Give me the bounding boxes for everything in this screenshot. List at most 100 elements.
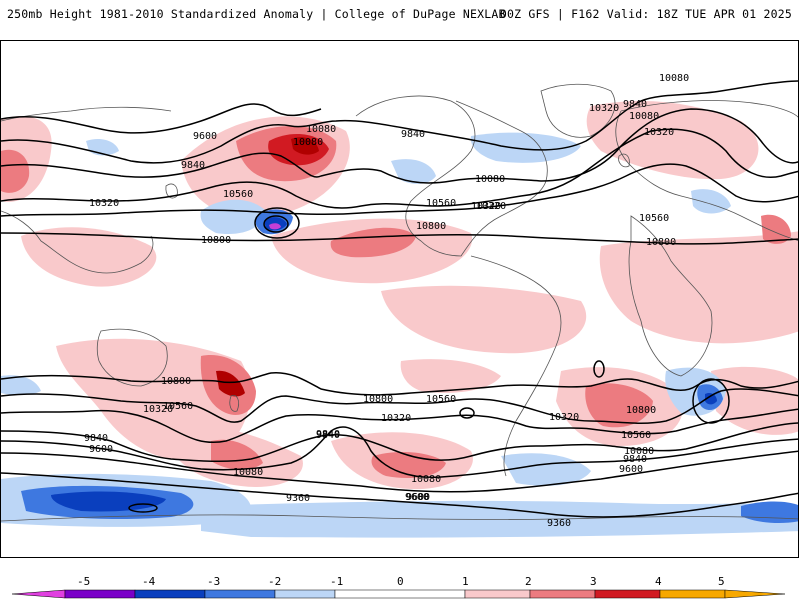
scale-segment: [334, 589, 466, 599]
coastline-greenland: [540, 83, 616, 138]
contour-label: 10320: [381, 413, 411, 424]
contour-label: 9360: [286, 493, 310, 504]
contour-label: 10080: [475, 174, 505, 185]
anomaly-area: [200, 199, 266, 235]
contour-9360-south: [1, 472, 798, 518]
scale-tick-label: 5: [718, 575, 725, 588]
anomaly-area: [705, 392, 717, 405]
contour-10560-south: [1, 388, 798, 424]
coastline-antarctica: [1, 514, 798, 522]
contour-label: 10320: [476, 201, 506, 212]
anomaly-area: [691, 189, 731, 214]
contour-label: 9840: [316, 430, 340, 441]
anomaly-area: [51, 491, 166, 512]
anomaly-area: [599, 231, 798, 344]
scale-tick-label: 3: [590, 575, 597, 588]
scale-segment: [594, 589, 661, 599]
scale-segment: [204, 589, 276, 599]
contour-closed-small-pacific: [459, 407, 475, 419]
scale-segment: [64, 589, 136, 599]
scale-segment: [134, 589, 206, 599]
contour-closed-low-pacific: [254, 207, 300, 239]
anomaly-map: 9600 9840 10080 10320 10560 10800 9840 1…: [0, 40, 799, 558]
contour-label: 10560: [426, 394, 456, 405]
contour-label: 10080: [233, 467, 263, 478]
scale-tick-label: 4: [655, 575, 662, 588]
contour-label: 9840: [84, 433, 108, 444]
model-run-info: 00Z GFS | F162 Valid: 18Z TUE APR 01 202…: [499, 7, 792, 21]
contour-9840-south: [1, 426, 798, 479]
contour-label: 10800: [416, 221, 446, 232]
contour-10080-south: [1, 422, 798, 463]
contour-label: 9840: [623, 454, 647, 465]
scale-segment-max: [724, 589, 786, 599]
contour-10800-south: [1, 372, 798, 396]
contour-9600-south: [1, 450, 798, 493]
contour-label: 10320: [471, 201, 501, 212]
coastline-africa: [628, 215, 713, 377]
scale-tick-label: -4: [142, 575, 156, 588]
scale-segment: [274, 589, 336, 599]
contour-closed-small-atlantic: [593, 360, 605, 378]
contour-label: 10080: [411, 474, 441, 485]
anomaly-area: [391, 159, 436, 184]
anomaly-area: [21, 227, 157, 287]
contour-label: 9840: [401, 129, 425, 140]
contour-label: 9600: [406, 492, 430, 503]
contour-label: 9840: [623, 99, 647, 110]
contour-label: 10080: [306, 124, 336, 135]
contour-label: 9600: [193, 131, 217, 142]
contour-closed-low-pacific-inner: [263, 215, 289, 233]
scale-tick-label: -5: [77, 575, 90, 588]
height-contours: [1, 80, 798, 518]
contour-label: 10320: [549, 412, 579, 423]
scale-tick-label: -3: [207, 575, 220, 588]
contour-label: 9360: [547, 518, 571, 529]
contour-label: 10560: [639, 213, 669, 224]
anomaly-area: [211, 439, 263, 470]
contour-10080-north: [1, 108, 798, 184]
contour-label: 10320: [589, 103, 619, 114]
coastline-new-zealand: [229, 394, 239, 412]
anomaly-area: [371, 451, 446, 479]
map-title: 250mb Height 1981-2010 Standardized Anom…: [7, 7, 506, 21]
contour-label: 10560: [223, 189, 253, 200]
contour-label: 10800: [161, 376, 191, 387]
anomaly-area: [470, 132, 581, 163]
contour-label: 10800: [363, 394, 393, 405]
contour-label: 10560: [621, 430, 651, 441]
anomaly-area: [761, 214, 791, 244]
anomaly-area: [400, 359, 501, 393]
contour-10800-north: [1, 232, 798, 245]
map-canvas: 9600 9840 10080 10320 10560 10800 9840 1…: [1, 73, 798, 538]
contour-label: 9840: [316, 429, 340, 440]
anomaly-area: [1, 375, 41, 396]
contour-closed-antarctic-low: [128, 503, 158, 513]
anomaly-area: [330, 227, 416, 258]
contour-label: 10560: [163, 401, 193, 412]
contour-label: 10080: [293, 137, 323, 148]
coastline-australia: [96, 328, 168, 387]
contour-label: 10080: [629, 111, 659, 122]
contour-9840-north: [1, 80, 798, 164]
scale-tick-label: 2: [525, 575, 532, 588]
contour-labels: 9600 9840 10080 10320 10560 10800 9840 1…: [84, 73, 689, 529]
coastlines: [1, 83, 798, 522]
contour-label: 9840: [181, 160, 205, 171]
anomaly-area: [711, 366, 798, 435]
scale-segment: [464, 589, 531, 599]
anomaly-area: [1, 149, 30, 193]
contour-9600-north: [1, 103, 322, 134]
contour-label: 10080: [659, 73, 689, 84]
anomaly-area: [501, 453, 591, 486]
scale-tick-label: 0: [397, 575, 404, 588]
contour-label: 10080: [624, 446, 654, 457]
contour-label: 10320: [89, 198, 119, 209]
contour-label: 9600: [89, 444, 113, 455]
contour-label: 9600: [405, 492, 429, 503]
contour-10560-north: [1, 163, 798, 217]
contour-10320-south: [1, 408, 798, 444]
contour-label: 10560: [426, 198, 456, 209]
contour-label: 9600: [619, 464, 643, 475]
contour-label: 10320: [644, 127, 674, 138]
